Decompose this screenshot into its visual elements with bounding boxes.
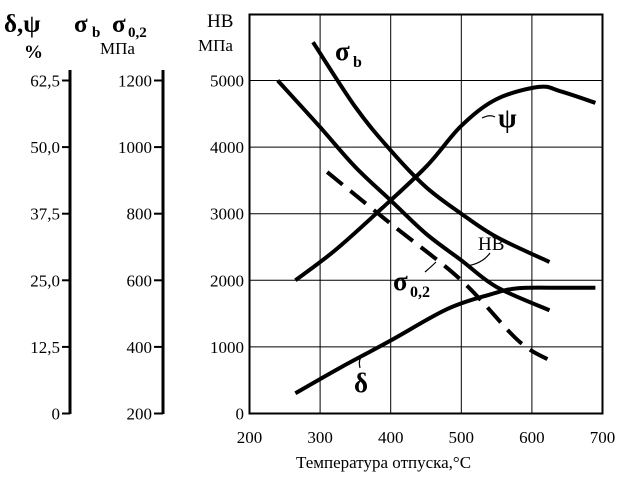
delta-psi-ticks: 0 12,5 25,0 37,5 50,0 62,5 xyxy=(30,72,70,424)
series-line-sigma-b xyxy=(311,41,551,264)
sigma-tick-label: 800 xyxy=(127,205,153,224)
sigma-tick-label: 200 xyxy=(127,405,153,424)
sigma-tick-label: 1000 xyxy=(118,138,152,157)
delta-psi-tick-label: 12,5 xyxy=(30,338,60,357)
x-tick-label: 400 xyxy=(378,428,404,447)
label-sigma-02: σ 0,2 xyxy=(393,266,430,301)
label-psi: ψ xyxy=(498,103,517,133)
leader-hb xyxy=(465,252,491,267)
sigma-axis-title: σ b σ 0,2 xyxy=(74,11,147,41)
series-line-hb xyxy=(276,79,551,313)
hb-tick-label: 5000 xyxy=(210,72,244,91)
x-axis-title: Температура отпуска,°С xyxy=(296,453,471,472)
delta-psi-tick-label: 25,0 xyxy=(30,271,60,290)
sigma-02-axis-subscript: 0,2 xyxy=(128,25,147,41)
hb-tick-label: 3000 xyxy=(210,205,244,224)
hb-tick-label: 4000 xyxy=(210,138,244,157)
x-tick-label: 300 xyxy=(307,428,333,447)
hb-axis-title: HB xyxy=(207,11,233,32)
sigma-axis-unit: МПа xyxy=(100,39,135,58)
sigma-tick-label: 400 xyxy=(127,338,153,357)
label-sigma-b-symbol: σ xyxy=(335,36,350,66)
series-line-sigma-02 xyxy=(325,170,551,362)
x-tick-label: 700 xyxy=(590,428,616,447)
label-hb: HB xyxy=(478,234,504,255)
hb-tick-label: 2000 xyxy=(210,271,244,290)
delta-psi-tick-label: 37,5 xyxy=(30,205,60,224)
leader-delta xyxy=(358,355,363,369)
series-line-delta xyxy=(294,285,596,396)
sigma-tick-label: 600 xyxy=(127,271,153,290)
sigma-ticks: 200 400 600 800 1000 1200 xyxy=(118,72,163,424)
series-group xyxy=(276,41,597,396)
sigma-b-axis-symbol: σ xyxy=(74,11,88,38)
delta-psi-tick-label: 0 xyxy=(52,405,61,424)
label-sigma-02-symbol: σ xyxy=(393,266,408,296)
hb-tick-label: 0 xyxy=(236,405,245,424)
label-sigma-02-subscript: 0,2 xyxy=(410,284,430,301)
delta-psi-axis-title: δ,ψ xyxy=(4,11,40,38)
label-delta: δ xyxy=(354,368,368,398)
series-line-psi xyxy=(294,84,597,282)
leader-sigma-02 xyxy=(424,261,437,273)
delta-psi-tick-label: 50,0 xyxy=(30,138,60,157)
hb-axis-unit: МПа xyxy=(198,36,233,55)
x-tick-label: 200 xyxy=(237,428,263,447)
plot-frame xyxy=(248,13,604,415)
sigma-tick-label: 1200 xyxy=(118,72,152,91)
sigma-02-axis-symbol: σ xyxy=(112,11,126,38)
x-tick-label: 600 xyxy=(519,428,545,447)
delta-psi-tick-label: 62,5 xyxy=(30,72,60,91)
hb-ticks: 0 1000 2000 3000 4000 5000 xyxy=(210,72,244,424)
sigma-b-axis-subscript: b xyxy=(92,25,100,41)
hb-tick-label: 1000 xyxy=(210,338,244,357)
label-sigma-b-subscript: b xyxy=(353,54,362,71)
x-ticks: 200 300 400 500 600 700 xyxy=(237,428,616,447)
x-tick-label: 500 xyxy=(449,428,475,447)
grid xyxy=(249,14,603,414)
leader-psi xyxy=(481,115,496,119)
label-sigma-b: σ b xyxy=(335,36,362,71)
delta-psi-axis-unit: % xyxy=(24,42,43,63)
